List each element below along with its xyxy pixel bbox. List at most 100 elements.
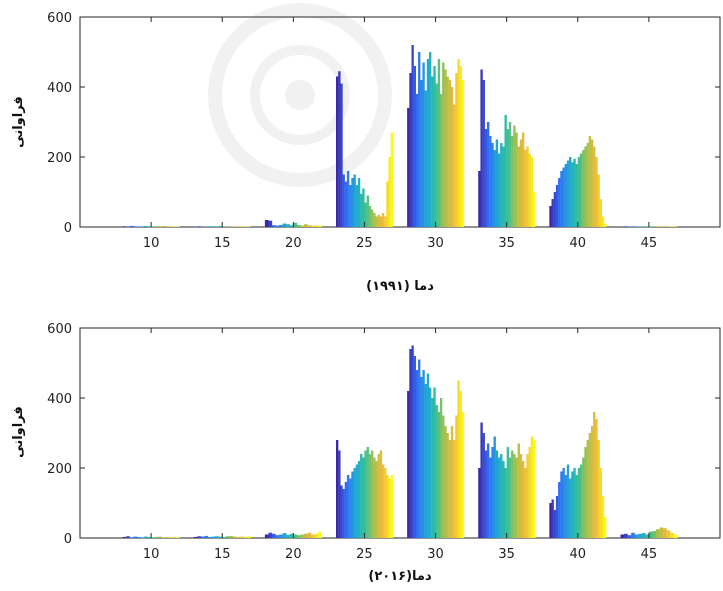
histogram-bar	[161, 225, 166, 227]
histogram-bar	[422, 370, 425, 538]
histogram-bar	[197, 226, 202, 227]
histogram-bar	[368, 454, 372, 538]
histogram-bar	[673, 534, 678, 538]
x-tick-label: 30	[427, 547, 444, 562]
histogram-bar	[375, 461, 378, 538]
histogram-bar	[506, 447, 510, 538]
histogram-bar	[338, 450, 341, 538]
histogram-bar	[656, 529, 660, 538]
plot-area	[79, 16, 721, 228]
histogram-bar	[426, 373, 430, 538]
histogram-bar	[482, 80, 485, 227]
x-axis-ticks: 10 15 20 25 30 35 40 45	[143, 17, 657, 251]
histogram-bar	[493, 150, 496, 227]
histogram-bar	[420, 80, 423, 227]
y-tick-label: 0	[64, 221, 72, 236]
histogram-bar	[377, 214, 380, 227]
y-tick-label: 200	[47, 151, 72, 166]
histogram-bar	[208, 536, 212, 538]
histogram-bar	[478, 171, 481, 227]
histogram-bar	[553, 192, 557, 227]
histogram-bar	[670, 226, 674, 227]
histogram-bar	[526, 454, 529, 538]
histogram-bar	[573, 468, 576, 538]
histogram-bar	[519, 454, 523, 538]
y-axis-label: فراوانی	[11, 96, 26, 148]
histogram-bar	[282, 223, 287, 227]
histogram-bar	[386, 181, 389, 227]
histogram-bar	[634, 534, 639, 538]
histogram-bar	[601, 216, 605, 227]
histogram-bar	[197, 536, 202, 538]
histogram-bar	[377, 454, 380, 538]
histogram-bar	[549, 503, 552, 538]
histogram-bar	[386, 475, 389, 538]
x-tick-label: 45	[641, 547, 658, 562]
histogram-bar	[566, 464, 570, 538]
histogram-bar	[480, 422, 483, 538]
histogram-bar	[435, 83, 438, 227]
histogram-bar	[275, 225, 280, 227]
histogram-bar	[379, 450, 383, 538]
histogram-bar	[641, 533, 646, 538]
histogram-bar	[411, 345, 414, 538]
histogram-bar	[243, 536, 248, 538]
histogram-bar	[582, 457, 585, 538]
histogram-bar	[407, 391, 410, 538]
histogram-bar	[446, 76, 449, 227]
histogram-bar	[484, 450, 488, 538]
histogram-bar	[232, 226, 237, 227]
histogram-bar	[627, 535, 632, 538]
histogram-bar	[346, 171, 350, 227]
histogram-bar	[560, 471, 563, 538]
histogram-bar	[344, 181, 348, 227]
histogram-bar	[144, 225, 148, 227]
histogram-bar	[564, 475, 567, 538]
histogram-bar	[133, 536, 138, 538]
histogram-bar	[442, 415, 445, 538]
histogram-bar	[381, 464, 385, 538]
histogram-bar	[457, 380, 460, 538]
histogram-2016: 0 200 400 600 10 15 20 25 30 35 40 45 فراوانی دما(…	[11, 322, 721, 584]
histogram-bar	[584, 146, 587, 227]
histogram-bar	[304, 533, 308, 538]
histogram-bar	[562, 468, 565, 538]
histogram-bar	[342, 489, 345, 538]
histogram-bar	[666, 530, 671, 538]
histogram-bar	[415, 94, 419, 227]
y-tick-label: 400	[47, 392, 72, 407]
x-axis-ticks: 10 15 20 25 30 35 40 45	[143, 328, 657, 562]
histogram-bar	[366, 195, 369, 227]
histogram-bar	[431, 398, 434, 538]
histogram-bar	[304, 224, 308, 227]
histogram-bar	[519, 139, 523, 227]
histogram-bar	[491, 447, 494, 538]
histogram-bar	[504, 468, 507, 538]
histogram-bar	[500, 454, 503, 538]
histogram-bar	[573, 158, 576, 227]
histogram-bar	[357, 461, 361, 538]
histogram-bar	[136, 536, 141, 538]
histogram-bar	[373, 457, 376, 538]
histogram-bar	[229, 535, 234, 538]
histogram-bar	[450, 426, 454, 538]
histogram-bar	[558, 178, 561, 227]
histogram-bar	[446, 433, 449, 538]
histogram-bar	[513, 125, 516, 227]
histogram-bar	[515, 457, 518, 538]
histogram-bar	[424, 384, 427, 538]
histogram-bar	[562, 167, 565, 227]
x-tick-label: 35	[498, 236, 515, 251]
y-tick-label: 600	[47, 11, 72, 26]
histogram-bar	[437, 412, 441, 538]
histogram-bar	[459, 391, 462, 538]
histogram-bar	[418, 359, 421, 538]
x-tick-label: 40	[570, 547, 587, 562]
histogram-bar	[620, 534, 625, 538]
x-axis-label: دما (۱۹۹۱)	[366, 279, 434, 294]
histogram-bar	[450, 87, 454, 227]
histogram-bar	[555, 185, 559, 227]
histogram-bar	[604, 517, 607, 538]
histogram-bar	[344, 482, 348, 538]
histogram-bar	[279, 224, 283, 227]
